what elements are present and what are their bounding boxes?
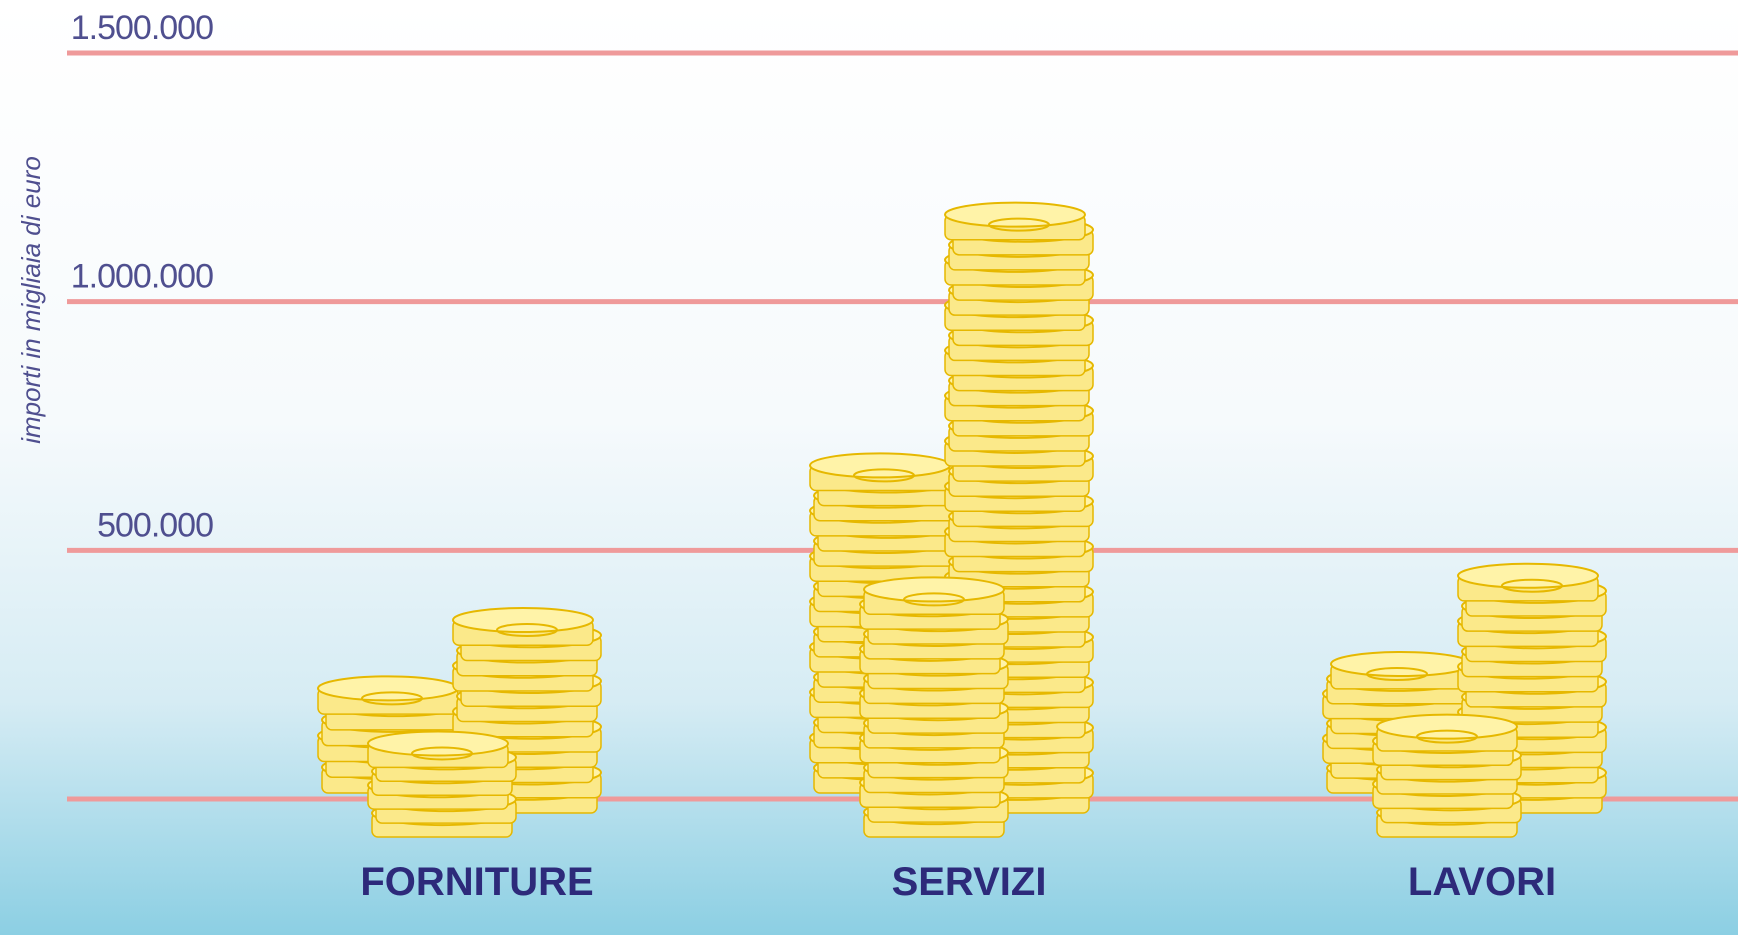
coin-face [1377,715,1517,739]
coin-face [810,453,950,477]
coin-front-stack [860,577,1008,837]
x-tick-label: LAVORI [1408,860,1556,904]
coin-face [1331,652,1471,676]
coin-front-stack [1373,715,1521,837]
y-tick-label: 500.000 [97,506,213,544]
coin-face [318,676,458,700]
x-tick-label: FORNITURE [360,860,593,904]
y-tick-label: 1.000.000 [71,258,213,296]
y-axis-title: importi in migliaia di euro [16,156,46,444]
coin-face [453,608,593,632]
x-tick-label: SERVIZI [892,860,1047,904]
coin-face [1458,564,1598,588]
page: importi in migliaia di euro 500.000 1.000… [0,0,1738,935]
y-tick-label: 1.500.000 [71,9,213,47]
coin-face [368,731,508,755]
coin-front-stack [368,731,516,837]
coin-face [945,203,1085,227]
coin-face [864,577,1004,601]
chart: importi in migliaia di euro 500.000 1.000… [0,0,1738,935]
